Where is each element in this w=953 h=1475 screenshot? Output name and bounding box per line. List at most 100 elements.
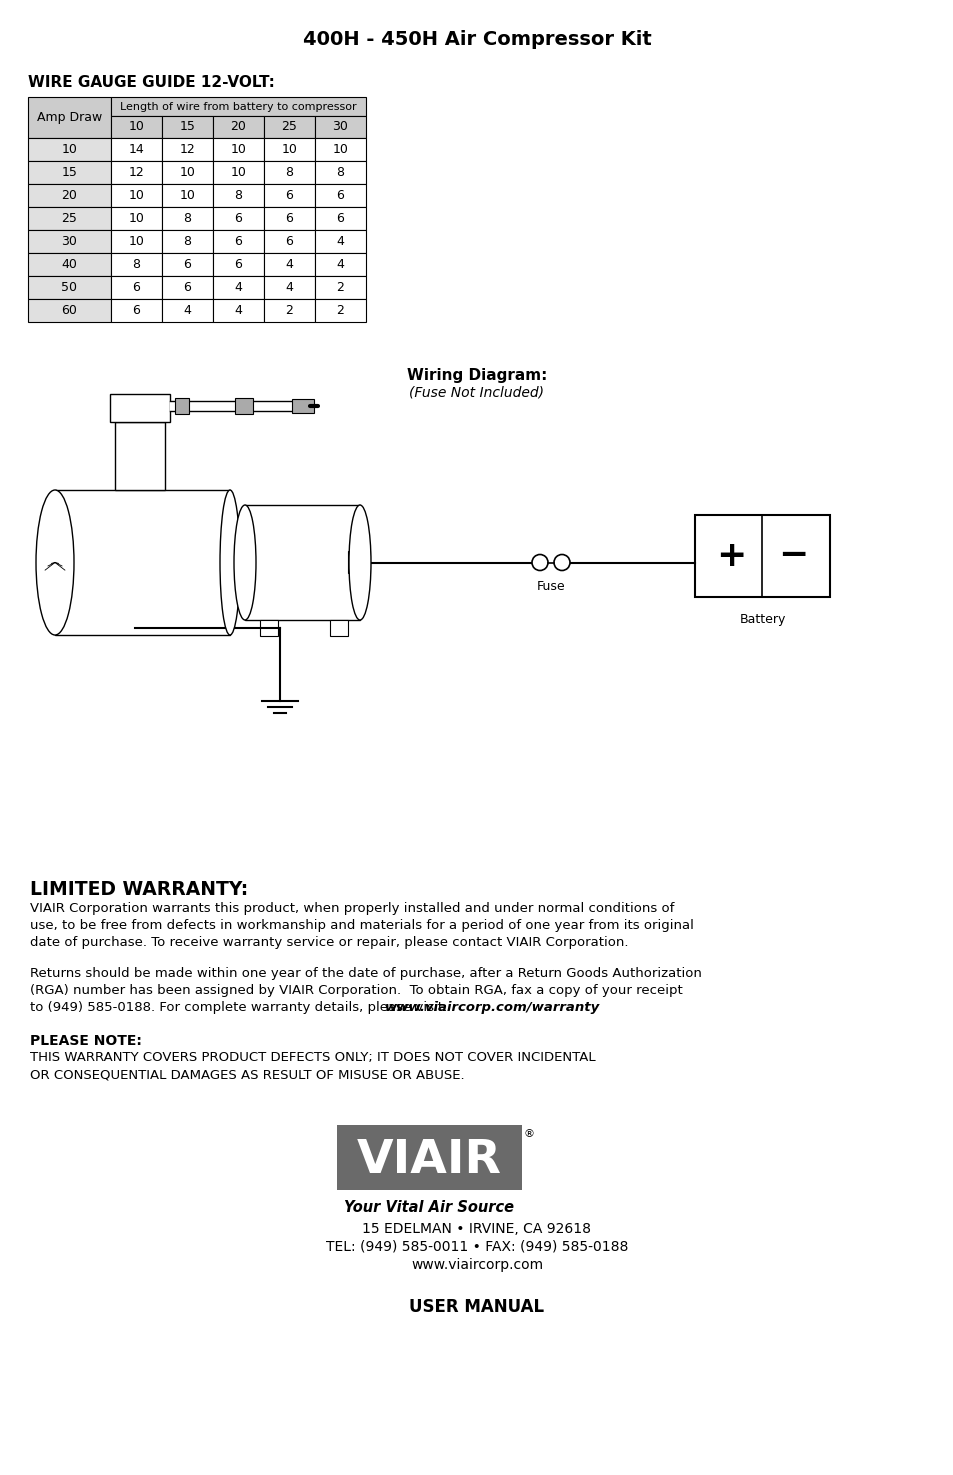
Bar (111, 161, 162, 184)
Text: 6: 6 (285, 189, 294, 202)
Bar (264, 139, 314, 161)
Text: 4: 4 (234, 304, 242, 317)
Text: 6: 6 (183, 282, 192, 294)
Bar (314, 184, 366, 207)
Bar (264, 207, 314, 230)
Bar (336, 1125, 521, 1190)
Text: PLEASE NOTE:: PLEASE NOTE: (30, 1034, 142, 1049)
Text: (Fuse Not Included): (Fuse Not Included) (409, 386, 544, 400)
Circle shape (532, 555, 547, 571)
Text: (RGA) number has been assigned by VIAIR Corporation.  To obtain RGA, fax a copy : (RGA) number has been assigned by VIAIR … (30, 984, 682, 997)
Text: 6: 6 (285, 212, 294, 226)
Text: 8: 8 (336, 167, 344, 178)
Bar (264, 230, 314, 254)
Circle shape (554, 555, 569, 571)
Ellipse shape (36, 490, 74, 636)
Text: 8: 8 (285, 167, 294, 178)
Bar (314, 207, 366, 230)
Text: www.viaircorp.com/warranty: www.viaircorp.com/warranty (385, 1002, 599, 1013)
Bar (162, 117, 213, 139)
Text: 6: 6 (132, 282, 140, 294)
Text: 40: 40 (62, 258, 77, 271)
Bar (314, 254, 366, 276)
Text: 10: 10 (231, 143, 246, 156)
Text: 6: 6 (336, 212, 344, 226)
Text: 10: 10 (129, 235, 144, 248)
Text: LIMITED WARRANTY:: LIMITED WARRANTY: (30, 881, 248, 898)
Bar (111, 230, 162, 254)
Text: 12: 12 (179, 143, 195, 156)
Text: OR CONSEQUENTIAL DAMAGES AS RESULT OF MISUSE OR ABUSE.: OR CONSEQUENTIAL DAMAGES AS RESULT OF MI… (30, 1068, 464, 1081)
Text: 6: 6 (234, 212, 242, 226)
Bar (55, 490, 230, 636)
Bar (213, 117, 264, 139)
Text: 4: 4 (336, 258, 344, 271)
Text: VIAIR Corporation warrants this product, when properly installed and under norma: VIAIR Corporation warrants this product,… (30, 903, 674, 914)
Text: 10: 10 (333, 143, 348, 156)
Bar (174, 398, 189, 414)
Bar (28, 276, 111, 299)
Bar (28, 299, 111, 322)
Text: 14: 14 (129, 143, 144, 156)
Text: 2: 2 (336, 304, 344, 317)
Text: Wiring Diagram:: Wiring Diagram: (406, 367, 547, 384)
Bar (28, 139, 111, 161)
Text: 4: 4 (285, 282, 294, 294)
Text: Length of wire from battery to compressor: Length of wire from battery to compresso… (120, 102, 356, 112)
Ellipse shape (220, 490, 240, 636)
Text: THIS WARRANTY COVERS PRODUCT DEFECTS ONLY; IT DOES NOT COVER INCIDENTAL: THIS WARRANTY COVERS PRODUCT DEFECTS ONL… (30, 1052, 595, 1063)
Bar (213, 276, 264, 299)
Bar (162, 299, 213, 322)
Bar (111, 184, 162, 207)
Bar (110, 394, 170, 422)
Text: 4: 4 (234, 282, 242, 294)
Bar (170, 401, 310, 412)
Bar (162, 254, 213, 276)
Bar (28, 184, 111, 207)
Bar (330, 620, 348, 636)
Bar (292, 400, 314, 413)
Text: 2: 2 (285, 304, 294, 317)
Bar (213, 207, 264, 230)
Bar (264, 299, 314, 322)
Bar (111, 207, 162, 230)
Text: 10: 10 (281, 143, 297, 156)
Bar (28, 207, 111, 230)
Bar (264, 117, 314, 139)
Text: −: − (778, 538, 808, 572)
Bar (162, 161, 213, 184)
Text: www.viaircorp.com: www.viaircorp.com (411, 1258, 542, 1271)
Bar (162, 276, 213, 299)
Bar (213, 184, 264, 207)
Text: 10: 10 (179, 189, 195, 202)
Text: 400H - 450H Air Compressor Kit: 400H - 450H Air Compressor Kit (302, 30, 651, 49)
Ellipse shape (349, 504, 371, 620)
Bar (28, 230, 111, 254)
Bar (162, 230, 213, 254)
Text: WIRE GAUGE GUIDE 12-VOLT:: WIRE GAUGE GUIDE 12-VOLT: (28, 75, 274, 90)
Bar (314, 276, 366, 299)
Text: 15: 15 (62, 167, 77, 178)
Text: Your Vital Air Source: Your Vital Air Source (344, 1201, 514, 1215)
Ellipse shape (233, 504, 255, 620)
Bar (245, 504, 359, 620)
Text: TEL: (949) 585-0011 • FAX: (949) 585-0188: TEL: (949) 585-0011 • FAX: (949) 585-018… (326, 1240, 627, 1254)
Bar (264, 254, 314, 276)
Bar (111, 117, 162, 139)
Text: 50: 50 (61, 282, 77, 294)
Text: 20: 20 (62, 189, 77, 202)
Text: 25: 25 (62, 212, 77, 226)
Bar (260, 620, 277, 636)
Bar (234, 398, 253, 414)
Bar (111, 299, 162, 322)
Text: 12: 12 (129, 167, 144, 178)
Text: 10: 10 (129, 189, 144, 202)
Text: 2: 2 (336, 282, 344, 294)
Text: 6: 6 (234, 258, 242, 271)
Bar (162, 139, 213, 161)
Bar (162, 184, 213, 207)
Bar (28, 97, 111, 139)
Text: 6: 6 (234, 235, 242, 248)
Bar (213, 254, 264, 276)
Text: Battery: Battery (739, 612, 785, 625)
